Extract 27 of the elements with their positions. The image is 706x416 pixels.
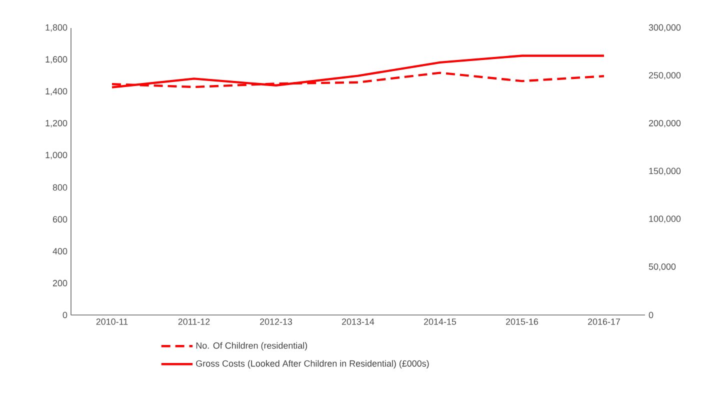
y2-tick-label: 0 [648,312,654,318]
x-tick-label: 2012-13 [260,318,292,325]
y-tick-label: 400 [52,248,68,254]
x-tick-label: 2016-17 [588,318,620,325]
line-series [110,54,606,88]
y2-tick-label: 50,000 [648,263,676,271]
x-tick-label: 2014-15 [424,318,456,325]
y2-tick-label: 100,000 [649,216,681,224]
y2-tick-label: 200,000 [648,120,681,128]
y-tick-label: 1,000 [46,152,68,160]
y2-tick-label: 150,000 [649,168,681,176]
y-tick-label: 800 [52,184,68,191]
y2-tick-label: 300,000 [648,24,681,32]
y-tick-label: 1,400 [46,88,68,96]
y-tick-label: 0 [62,312,68,318]
y2-tick-label: 250,000 [648,72,681,80]
x-tick-label: 2010-11 [96,318,128,325]
y-tick-label: 1,600 [46,56,68,64]
y-tick-label: 600 [52,216,68,223]
x-tick-label: 2013-14 [342,318,374,325]
y-tick-label: 1,800 [46,24,68,32]
y-tick-label: 1,200 [46,120,68,128]
y-tick-label: 200 [52,280,68,286]
legend-label: Gross Costs (Looked After Children in Residential) (£000s) [196,360,429,368]
x-tick-label: 2015-16 [506,318,538,325]
x-tick-label: 2011-12 [178,318,210,325]
legend-label: No. Of Children (residential) [196,342,308,350]
